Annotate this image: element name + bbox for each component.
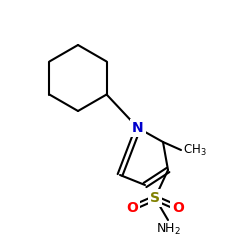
Text: NH$_2$: NH$_2$: [156, 222, 180, 237]
Text: S: S: [150, 191, 160, 205]
Text: CH$_3$: CH$_3$: [183, 142, 207, 158]
Text: N: N: [132, 121, 144, 135]
Text: O: O: [172, 201, 184, 215]
Text: O: O: [126, 201, 138, 215]
